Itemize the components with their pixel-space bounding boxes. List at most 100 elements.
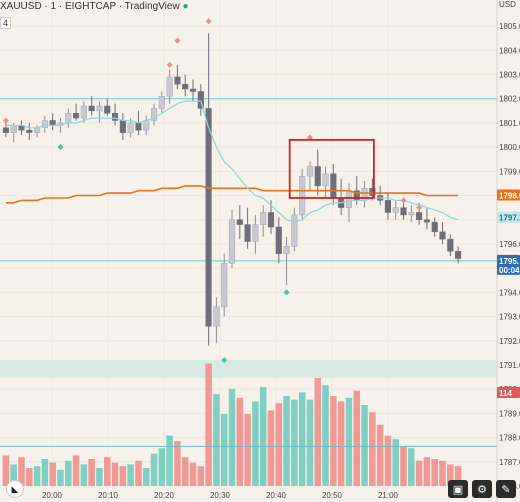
price-tick-label: 1791.0 <box>499 361 520 370</box>
price-tick-label: 1787.0 <box>499 458 520 467</box>
price-tag-value: 1795. <box>499 257 519 266</box>
candle-body <box>221 263 228 308</box>
candle-body <box>384 200 391 213</box>
volume-bar <box>111 462 119 486</box>
brush-icon[interactable]: ✎ <box>496 480 516 498</box>
volume-bar <box>88 459 95 486</box>
volume-bar <box>423 457 431 486</box>
candle-body <box>65 112 72 124</box>
candle-body <box>73 112 80 119</box>
volume-bar <box>431 459 438 486</box>
volume-bar <box>49 462 56 486</box>
price-tick-label: 1804.0 <box>499 46 520 55</box>
symbol-title[interactable]: XAUUSD · 1 · EIGHTCAP · TradingView <box>0 1 180 12</box>
price-tag-value: 1797.1 <box>499 213 520 222</box>
settings-icon[interactable]: ⚙ <box>472 480 492 498</box>
volume-bar <box>119 466 127 486</box>
price-axis-tag[interactable]: 1798.0 <box>497 189 520 201</box>
camera-icon[interactable]: ▣ <box>448 480 468 498</box>
candle-body <box>322 173 329 187</box>
candle-body <box>408 212 415 216</box>
volume-bar <box>64 460 72 486</box>
volume-bar <box>220 414 228 486</box>
volume-bar <box>314 378 322 486</box>
price-tick-label: 1789.0 <box>499 409 520 418</box>
price-axis-tag[interactable]: 114 <box>497 387 520 398</box>
sell-marker <box>400 197 407 204</box>
candle-body <box>104 105 111 114</box>
candle-body <box>369 188 376 196</box>
volume-bar <box>267 410 275 486</box>
volume-bar <box>80 464 88 486</box>
price-tick-label: 1788.0 <box>499 434 520 443</box>
price-axis-tag[interactable]: 1797.1 <box>497 211 520 223</box>
volume-bar <box>103 457 111 486</box>
volume-bar <box>181 457 189 486</box>
candle-body <box>423 219 430 223</box>
time-tick-label: 20:50 <box>322 491 343 500</box>
signal-markers <box>2 18 423 364</box>
volume-bars <box>2 363 462 486</box>
price-axis-tags: 1798.0 1797.1 1795.00:04 114 <box>497 189 520 398</box>
time-tick-label: 20:10 <box>98 491 119 500</box>
candle-body <box>244 224 251 242</box>
candle-body <box>205 108 212 327</box>
volume-bar <box>376 424 384 486</box>
candle-body <box>49 120 56 126</box>
sell-marker <box>166 61 173 68</box>
candle-body <box>182 83 189 90</box>
price-tag-value: 114 <box>499 389 512 398</box>
price-tick-label: 1796.0 <box>499 240 520 249</box>
volume-bar <box>283 396 290 486</box>
candle-body <box>330 173 337 199</box>
horizontal-lines <box>0 98 497 262</box>
volume-bar <box>330 396 337 486</box>
candle-body <box>431 221 438 233</box>
price-tag-value: 1798.0 <box>499 192 520 201</box>
volume-bar <box>96 468 103 486</box>
price-tag-countdown: 00:04 <box>499 266 520 275</box>
volume-bar <box>291 399 298 486</box>
price-tick-label: 1802.0 <box>499 95 520 104</box>
price-tick-label: 1803.0 <box>499 71 520 80</box>
candle-body <box>345 190 353 208</box>
volume-bar <box>369 412 376 486</box>
candle-body <box>314 166 321 187</box>
sell-marker <box>205 18 212 25</box>
candle-body <box>228 219 236 264</box>
price-tick-label: 1793.0 <box>499 313 520 322</box>
candle-body <box>111 112 119 121</box>
candle-body <box>96 105 103 112</box>
volume-bar <box>353 390 361 486</box>
volume-bar <box>213 394 220 486</box>
time-tick-label: 20:00 <box>42 491 63 500</box>
candle-body <box>306 166 314 177</box>
candle-body <box>2 127 9 133</box>
ema-fast-line <box>5 100 459 223</box>
volume-bar <box>127 464 134 486</box>
tradingview-logo-icon[interactable]: ◣ <box>6 480 24 498</box>
candle-body <box>291 214 298 247</box>
volume-band <box>0 360 497 378</box>
candle-body <box>41 120 48 129</box>
volume-bar <box>392 439 400 486</box>
candle-body <box>127 122 134 133</box>
candle-body <box>158 96 165 109</box>
price-tick-label: 1801.0 <box>499 119 520 128</box>
time-tick-label: 20:20 <box>154 491 175 500</box>
chart-title: XAUUSD · 1 · EIGHTCAP · TradingView ● <box>0 1 189 12</box>
buy-marker <box>283 289 290 296</box>
volume-bar <box>205 363 212 486</box>
candle-body <box>143 120 150 131</box>
volume-bar <box>337 401 345 486</box>
price-axis-tag[interactable]: 1795.00:04 <box>497 254 520 275</box>
candle-body <box>400 207 407 216</box>
candle-body <box>213 306 220 327</box>
volume-bar <box>72 455 80 486</box>
volume-bar <box>2 455 10 486</box>
volume-bar <box>252 401 259 486</box>
indicator-counter[interactable]: 4 <box>0 17 12 29</box>
volume-bar <box>244 414 251 486</box>
volume-bar <box>322 385 329 486</box>
